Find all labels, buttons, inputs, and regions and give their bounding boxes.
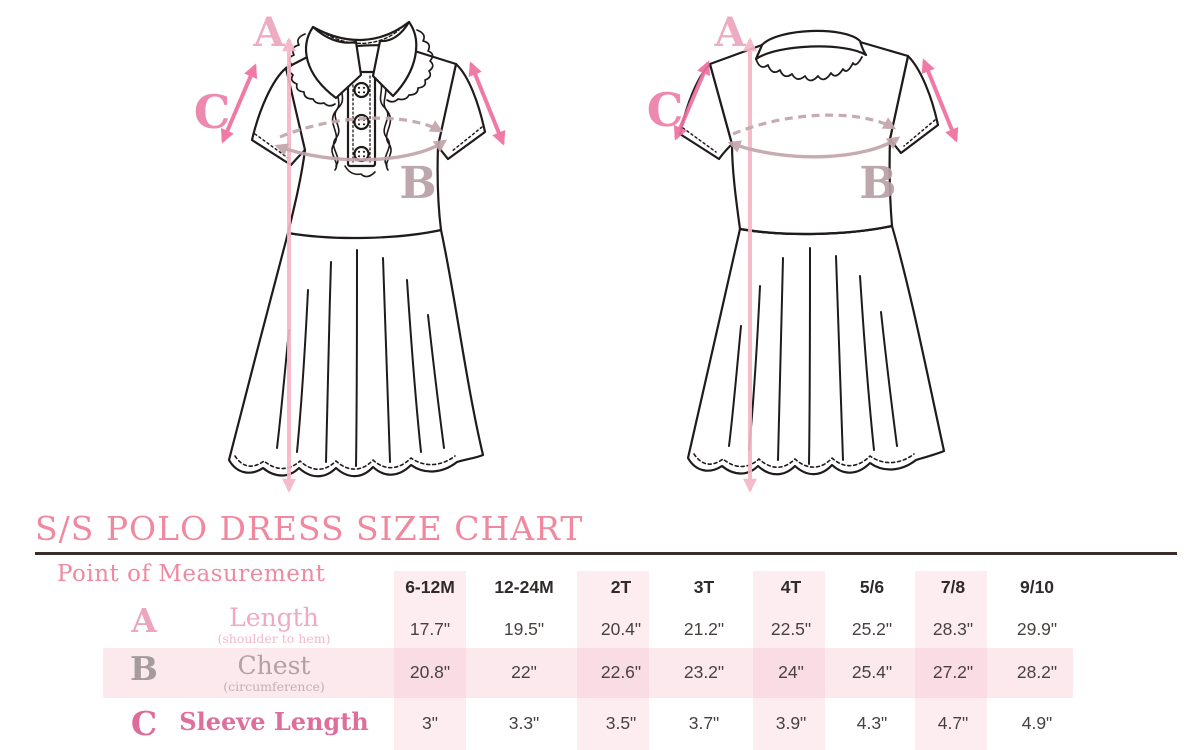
- front-line-art: [227, 20, 487, 478]
- sleeve-length-value: 4.3": [856, 713, 888, 733]
- row-name-length: Length: [229, 603, 319, 632]
- size-header: 5/6: [859, 577, 885, 597]
- front-chest-ellipse-dashed: [279, 116, 444, 139]
- front-buttons: [353, 81, 370, 163]
- sleeve-length-value: 3": [422, 713, 438, 733]
- length-value: 19.5": [503, 619, 545, 639]
- sleeve-length-value: 3.7": [688, 713, 720, 733]
- chest-value: 23.2": [683, 662, 725, 682]
- back-sleeve-arrow-c-left: [673, 60, 711, 141]
- length-value: 29.9": [1016, 619, 1058, 639]
- size-header: 6-12M: [405, 577, 455, 597]
- row-name-sleeve-length: Sleeve Length: [179, 707, 369, 736]
- back-collar-ruffle: [755, 56, 863, 82]
- front-left-cuff-stitch: [254, 133, 289, 159]
- chest-row-highlight: [103, 648, 1073, 698]
- row-letter-a: A: [131, 601, 157, 640]
- row-letter-c: C: [130, 704, 158, 743]
- size-header: 9/10: [1019, 577, 1055, 597]
- back-line-art: [678, 29, 946, 476]
- front-label-b: B: [399, 158, 436, 209]
- row-subname-chest: (circumference): [223, 679, 325, 694]
- size-header: 7/8: [940, 577, 966, 597]
- column-highlight-7-8: [915, 571, 987, 750]
- dress-back-illustration: A C B: [647, 9, 959, 493]
- point-of-measurement-header: Point of Measurement: [57, 561, 326, 587]
- chest-value: 25.4": [851, 662, 893, 682]
- length-value: 22.5": [770, 619, 812, 639]
- size-header: 4T: [780, 577, 802, 597]
- sleeve-length-value: 3.9": [775, 713, 807, 733]
- front-measurement-arrows: A C B: [194, 9, 506, 493]
- back-label-c: C: [647, 83, 684, 137]
- back-label-b: B: [859, 158, 896, 209]
- front-hem-stitch: [234, 455, 456, 471]
- sleeve-length-value: 3.3": [508, 713, 540, 733]
- sleeve-length-values-row: 3" 3.3" 3.5" 3.7" 3.9" 4.3" 4.7" 4.9": [0, 713, 1200, 735]
- back-hem-stitch: [693, 453, 915, 469]
- length-value: 20.4": [600, 619, 642, 639]
- chest-value: 27.2": [932, 662, 974, 682]
- back-chest-ellipse-dashed: [732, 113, 897, 136]
- length-value: 21.2": [683, 619, 725, 639]
- column-highlight-4t: [753, 571, 825, 750]
- chest-value: 28.2": [1016, 662, 1058, 682]
- page-title: S/S POLO DRESS SIZE CHART: [35, 509, 584, 548]
- front-chest-arrow-b: [274, 139, 448, 162]
- size-header: 12-24M: [494, 577, 554, 597]
- chest-value: 24": [778, 662, 804, 682]
- back-chest-arrow-b: [727, 136, 901, 159]
- length-value: 28.3": [932, 619, 974, 639]
- front-collar: [305, 20, 418, 100]
- length-value: 25.2": [851, 619, 893, 639]
- row-name-chest: Chest: [237, 651, 311, 680]
- back-measurement-arrows: A C B: [647, 9, 959, 493]
- front-label-a: A: [252, 9, 285, 56]
- size-header: 3T: [693, 577, 715, 597]
- column-highlight-2t: [577, 571, 649, 750]
- row-letter-b: B: [130, 649, 158, 688]
- front-sleeve-arrow-c-right: [468, 61, 506, 146]
- sleeve-length-value: 3.5": [605, 713, 637, 733]
- sleeve-length-value: 4.7": [937, 713, 969, 733]
- title-divider: [35, 552, 1177, 555]
- chest-value: 22": [511, 662, 537, 682]
- row-subname-length: (shoulder to hem): [217, 631, 331, 646]
- front-label-c: C: [194, 85, 231, 139]
- back-label-a: A: [713, 9, 746, 56]
- size-header-row: 6-12M 12-24M 2T 3T 4T 5/6 7/8 9/10: [0, 577, 1200, 599]
- back-waist-seam: [738, 224, 894, 236]
- size-header: 2T: [610, 577, 632, 597]
- back-skirt: [686, 224, 946, 476]
- chest-value: 22.6": [600, 662, 642, 682]
- column-highlight-6-12m: [394, 571, 466, 750]
- back-sleeve-arrow-c-right: [921, 58, 959, 143]
- chest-value: 20.8": [409, 662, 451, 682]
- front-sleeve-arrow-c-left: [220, 63, 258, 144]
- dress-front-illustration: A C B: [194, 9, 506, 493]
- sleeve-length-value: 4.9": [1021, 713, 1053, 733]
- chest-values-row: 20.8" 22" 22.6" 23.2" 24" 25.4" 27.2" 28…: [0, 662, 1200, 684]
- back-collar: [754, 29, 868, 82]
- length-values-row: 17.7" 19.5" 20.4" 21.2" 22.5" 25.2" 28.3…: [0, 619, 1200, 641]
- length-value: 17.7": [409, 619, 451, 639]
